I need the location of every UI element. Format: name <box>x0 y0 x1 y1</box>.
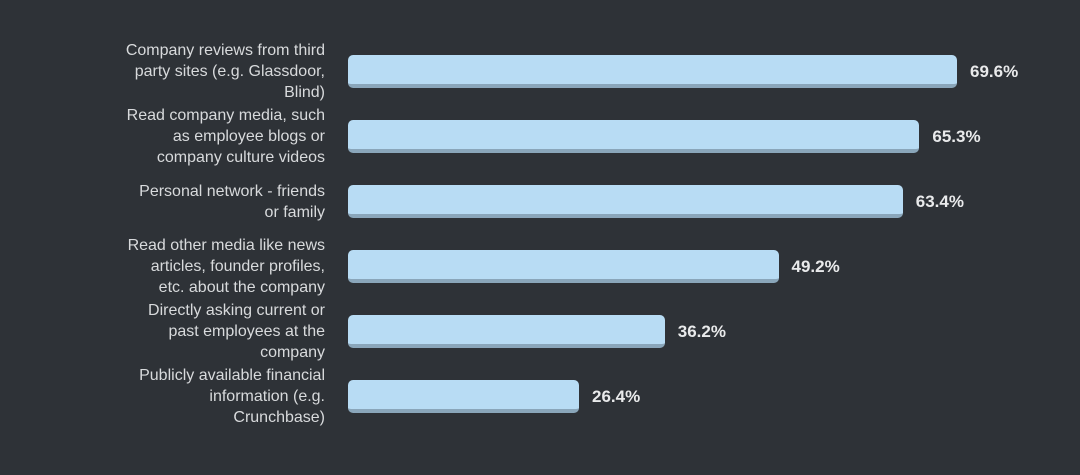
bar <box>348 250 779 283</box>
bar <box>348 55 957 88</box>
bar-track: 63.4% <box>348 185 1048 218</box>
value-label: 49.2% <box>791 256 840 276</box>
value-label: 26.4% <box>592 386 641 406</box>
value-label: 65.3% <box>932 126 981 146</box>
bar-area: 49.2% <box>348 234 1080 299</box>
chart-row: Read other media like news articles, fou… <box>0 234 1080 299</box>
bar <box>348 315 665 348</box>
category-label: Company reviews from third party sites (… <box>125 42 325 101</box>
chart-row: Company reviews from third party sites (… <box>0 39 1080 104</box>
bar-area: 69.6% <box>348 39 1080 104</box>
value-label: 36.2% <box>677 321 726 341</box>
chart-row: Publicly available financial information… <box>0 364 1080 429</box>
category-label: Read other media like news articles, fou… <box>127 237 325 296</box>
category-label: Publicly available financial information… <box>139 367 325 426</box>
bar-area: 36.2% <box>348 299 1080 364</box>
chart-row: Directly asking current or past employee… <box>0 299 1080 364</box>
bar-area: 26.4% <box>348 364 1080 429</box>
bar-area: 65.3% <box>348 104 1080 169</box>
chart-row: Read company media, such as employee blo… <box>0 104 1080 169</box>
value-label: 69.6% <box>970 61 1019 81</box>
bar-track: 65.3% <box>348 120 1048 153</box>
bar <box>348 120 920 153</box>
value-label: 63.4% <box>915 191 964 211</box>
category-label: Personal network - friends or family <box>139 182 325 221</box>
bar-track: 49.2% <box>348 250 1048 283</box>
bar-track: 26.4% <box>348 380 1048 413</box>
chart-row: Personal network - friends or family 63.… <box>0 169 1080 234</box>
bar-area: 63.4% <box>348 169 1080 234</box>
chart-rows: Company reviews from third party sites (… <box>0 39 1080 429</box>
category-label: Read company media, such as employee blo… <box>126 107 325 166</box>
bar-track: 36.2% <box>348 315 1048 348</box>
bar <box>348 185 903 218</box>
bar-track: 69.6% <box>348 55 1048 88</box>
bar <box>348 380 579 413</box>
category-label: Directly asking current or past employee… <box>148 302 325 361</box>
